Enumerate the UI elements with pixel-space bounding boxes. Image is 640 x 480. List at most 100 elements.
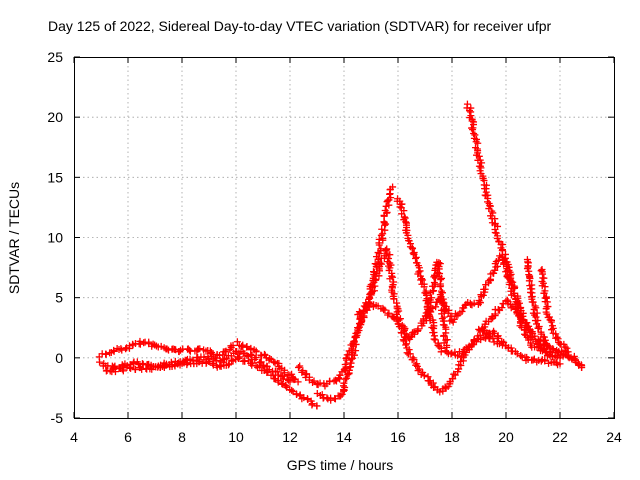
- data-point: [233, 338, 241, 346]
- data-point: [556, 354, 564, 362]
- data-point: [296, 362, 304, 370]
- data-point: [494, 306, 502, 314]
- data-point: [256, 362, 264, 370]
- data-point: [102, 350, 110, 358]
- series-track-11: [523, 256, 551, 350]
- data-point: [431, 336, 439, 344]
- data-point: [408, 244, 416, 252]
- data-point: [534, 316, 542, 324]
- data-point: [288, 386, 296, 394]
- y-tick-label: 15: [47, 169, 63, 185]
- data-point: [552, 334, 560, 342]
- data-point: [516, 322, 524, 330]
- y-tick-label: 0: [55, 350, 63, 366]
- data-point: [468, 117, 476, 125]
- data-point: [541, 356, 549, 364]
- data-point: [484, 198, 492, 206]
- data-point: [454, 352, 462, 360]
- data-point: [352, 333, 360, 341]
- data-point: [377, 245, 385, 253]
- data-point: [341, 360, 349, 368]
- data-point: [111, 368, 119, 376]
- data-point: [406, 350, 414, 358]
- data-point: [338, 390, 346, 398]
- data-point: [375, 235, 383, 243]
- data-point: [536, 340, 544, 348]
- data-point: [196, 345, 204, 353]
- data-point: [389, 183, 397, 191]
- x-tick-label: 22: [552, 429, 568, 445]
- data-point: [427, 294, 435, 302]
- data-point: [417, 370, 425, 378]
- data-point: [429, 287, 437, 295]
- data-point: [434, 341, 442, 349]
- data-point: [475, 152, 483, 160]
- data-point: [465, 106, 473, 114]
- data-point: [438, 274, 446, 282]
- data-point: [286, 378, 294, 386]
- data-point: [341, 375, 349, 383]
- data-point: [489, 335, 497, 343]
- y-tick-label: -5: [51, 410, 64, 426]
- data-point: [282, 382, 290, 390]
- data-point: [138, 360, 146, 368]
- data-point: [229, 341, 237, 349]
- data-point: [136, 337, 144, 345]
- data-point: [251, 355, 259, 363]
- data-point: [348, 355, 356, 363]
- data-point: [118, 346, 126, 354]
- data-point: [266, 355, 274, 363]
- series-track-9: [463, 100, 564, 362]
- data-point: [263, 369, 271, 377]
- data-point: [381, 306, 389, 314]
- data-point: [410, 328, 418, 336]
- data-point: [408, 329, 416, 337]
- data-point: [450, 370, 458, 378]
- data-point: [370, 268, 378, 276]
- data-point: [541, 336, 549, 344]
- data-point: [430, 335, 438, 343]
- data-point: [340, 379, 348, 387]
- data-point: [540, 289, 548, 297]
- data-point: [556, 360, 564, 368]
- data-point: [475, 296, 483, 304]
- data-point: [386, 275, 394, 283]
- data-point: [517, 352, 525, 360]
- data-point: [541, 347, 549, 355]
- x-tick-label: 16: [390, 429, 406, 445]
- data-point: [381, 207, 389, 215]
- x-tick-label: 4: [70, 429, 78, 445]
- data-point: [510, 289, 518, 297]
- data-point: [224, 361, 232, 369]
- x-axis-title: GPS time / hours: [287, 457, 394, 473]
- data-point: [567, 353, 575, 361]
- series-track-10: [475, 325, 564, 369]
- series-track-7: [393, 195, 445, 356]
- data-point: [469, 126, 477, 134]
- data-point: [491, 266, 499, 274]
- data-point: [420, 371, 428, 379]
- data-point: [414, 367, 422, 375]
- data-point: [549, 345, 557, 353]
- data-point: [537, 267, 545, 275]
- data-point: [309, 379, 317, 387]
- data-point: [522, 321, 530, 329]
- data-point: [535, 324, 543, 332]
- data-point: [412, 254, 420, 262]
- data-point: [507, 304, 515, 312]
- data-point: [125, 342, 133, 350]
- data-point: [422, 309, 430, 317]
- y-axis-title: SDTVAR / TECUs: [6, 182, 22, 294]
- data-point: [378, 225, 386, 233]
- data-point: [533, 339, 541, 347]
- data-point: [570, 354, 578, 362]
- data-point: [498, 304, 506, 312]
- data-point: [222, 347, 230, 355]
- data-point: [351, 332, 359, 340]
- data-point: [443, 348, 451, 356]
- data-point: [414, 325, 422, 333]
- data-point: [440, 332, 448, 340]
- data-point: [344, 371, 352, 379]
- data-point: [371, 260, 379, 268]
